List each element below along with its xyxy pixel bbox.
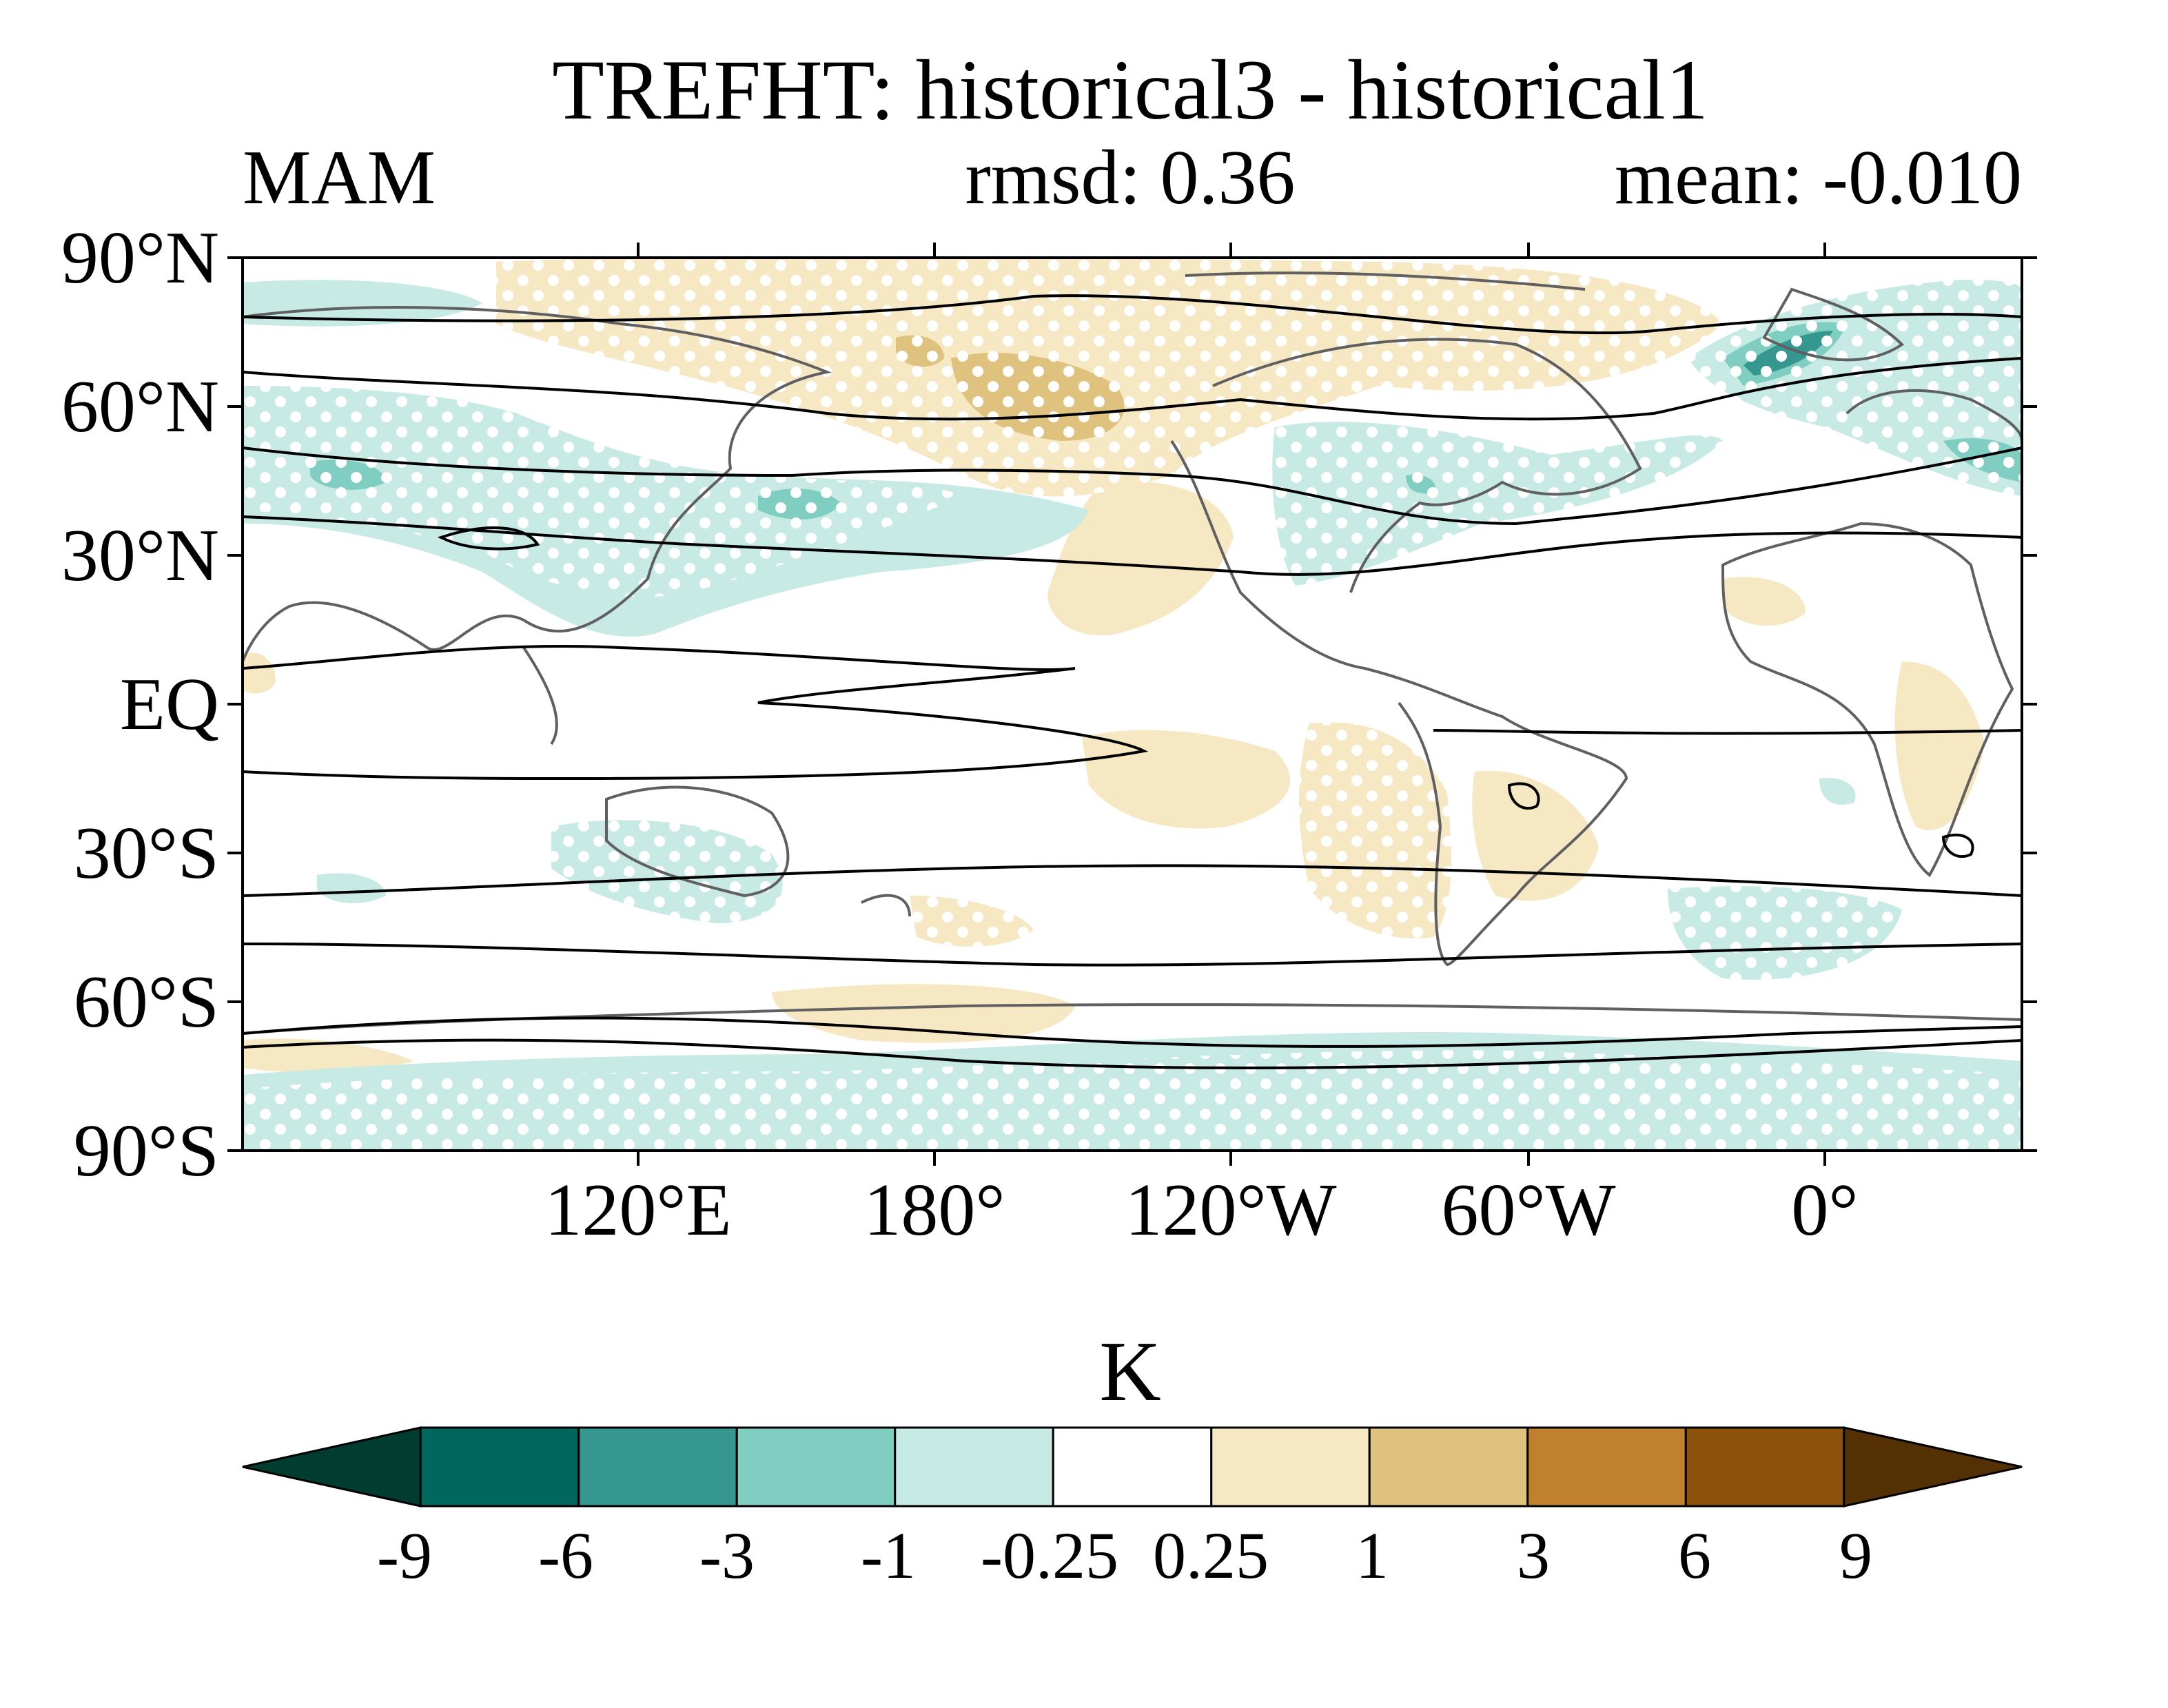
colorbar-extend-high	[1843, 1426, 2023, 1508]
lon-label: 180°	[863, 1169, 1005, 1251]
colorbar	[242, 1426, 2023, 1508]
colorbar-label: -1	[861, 1519, 916, 1592]
colorbar-label: -3	[699, 1519, 755, 1592]
center-string: rmsd: 0.36	[965, 135, 1295, 220]
colorbar-extend-low	[242, 1426, 422, 1508]
colorbar-box	[1210, 1426, 1371, 1508]
colorbar-label: 9	[1839, 1519, 1872, 1592]
map-panel	[243, 258, 2022, 1151]
colorbar-label: -9	[377, 1519, 432, 1592]
colorbar-label: -6	[538, 1519, 593, 1592]
lon-axis	[637, 243, 1826, 1166]
colorbar-label: 3	[1517, 1519, 1550, 1592]
left-string: MAM	[243, 135, 436, 220]
colorbar-box	[735, 1426, 897, 1508]
climatology-contours	[243, 294, 2022, 1069]
colorbar-box	[1526, 1426, 1687, 1508]
lat-label: 60°N	[61, 366, 219, 448]
colorbar-box	[1368, 1426, 1529, 1508]
colorbar-labels: -9 -6 -3 -1 -0.25 0.25 1 3 6 9	[377, 1519, 1872, 1592]
significance-stippling	[243, 258, 2022, 1151]
plot-title: TREFHT: historical3 - historical1	[552, 43, 1708, 137]
lon-labels: 120°E 180° 120°W 60°W 0°	[544, 1169, 1858, 1251]
lat-label: 90°S	[74, 1110, 219, 1192]
lon-label: 60°W	[1441, 1169, 1615, 1251]
lat-labels: 90°N 60°N 30°N EQ 30°S 60°S 90°S	[61, 217, 219, 1192]
lat-label: 30°S	[74, 812, 219, 894]
colorbar-units: K	[1099, 1324, 1161, 1419]
colorbar-box	[419, 1426, 580, 1508]
colorbar-label: 0.25	[1153, 1519, 1269, 1592]
colorbar-label: 1	[1356, 1519, 1389, 1592]
colorbar-label: -0.25	[981, 1519, 1118, 1592]
colorbar-box	[894, 1426, 1054, 1508]
colorbar-label: 6	[1678, 1519, 1711, 1592]
colorbar-box	[577, 1426, 738, 1508]
lon-label: 0°	[1791, 1169, 1858, 1251]
lon-label: 120°W	[1125, 1169, 1336, 1251]
lat-label: EQ	[120, 663, 219, 745]
lat-label: 30°N	[61, 515, 219, 597]
colorbar-box	[1684, 1426, 1845, 1508]
colorbar-box	[1052, 1426, 1213, 1508]
lat-axis	[227, 256, 2037, 1152]
lat-label: 90°N	[61, 217, 219, 299]
coastlines	[243, 271, 2022, 1035]
lat-label: 60°S	[74, 961, 219, 1043]
lon-label: 120°E	[544, 1169, 731, 1251]
right-string: mean: -0.010	[1615, 135, 2022, 220]
